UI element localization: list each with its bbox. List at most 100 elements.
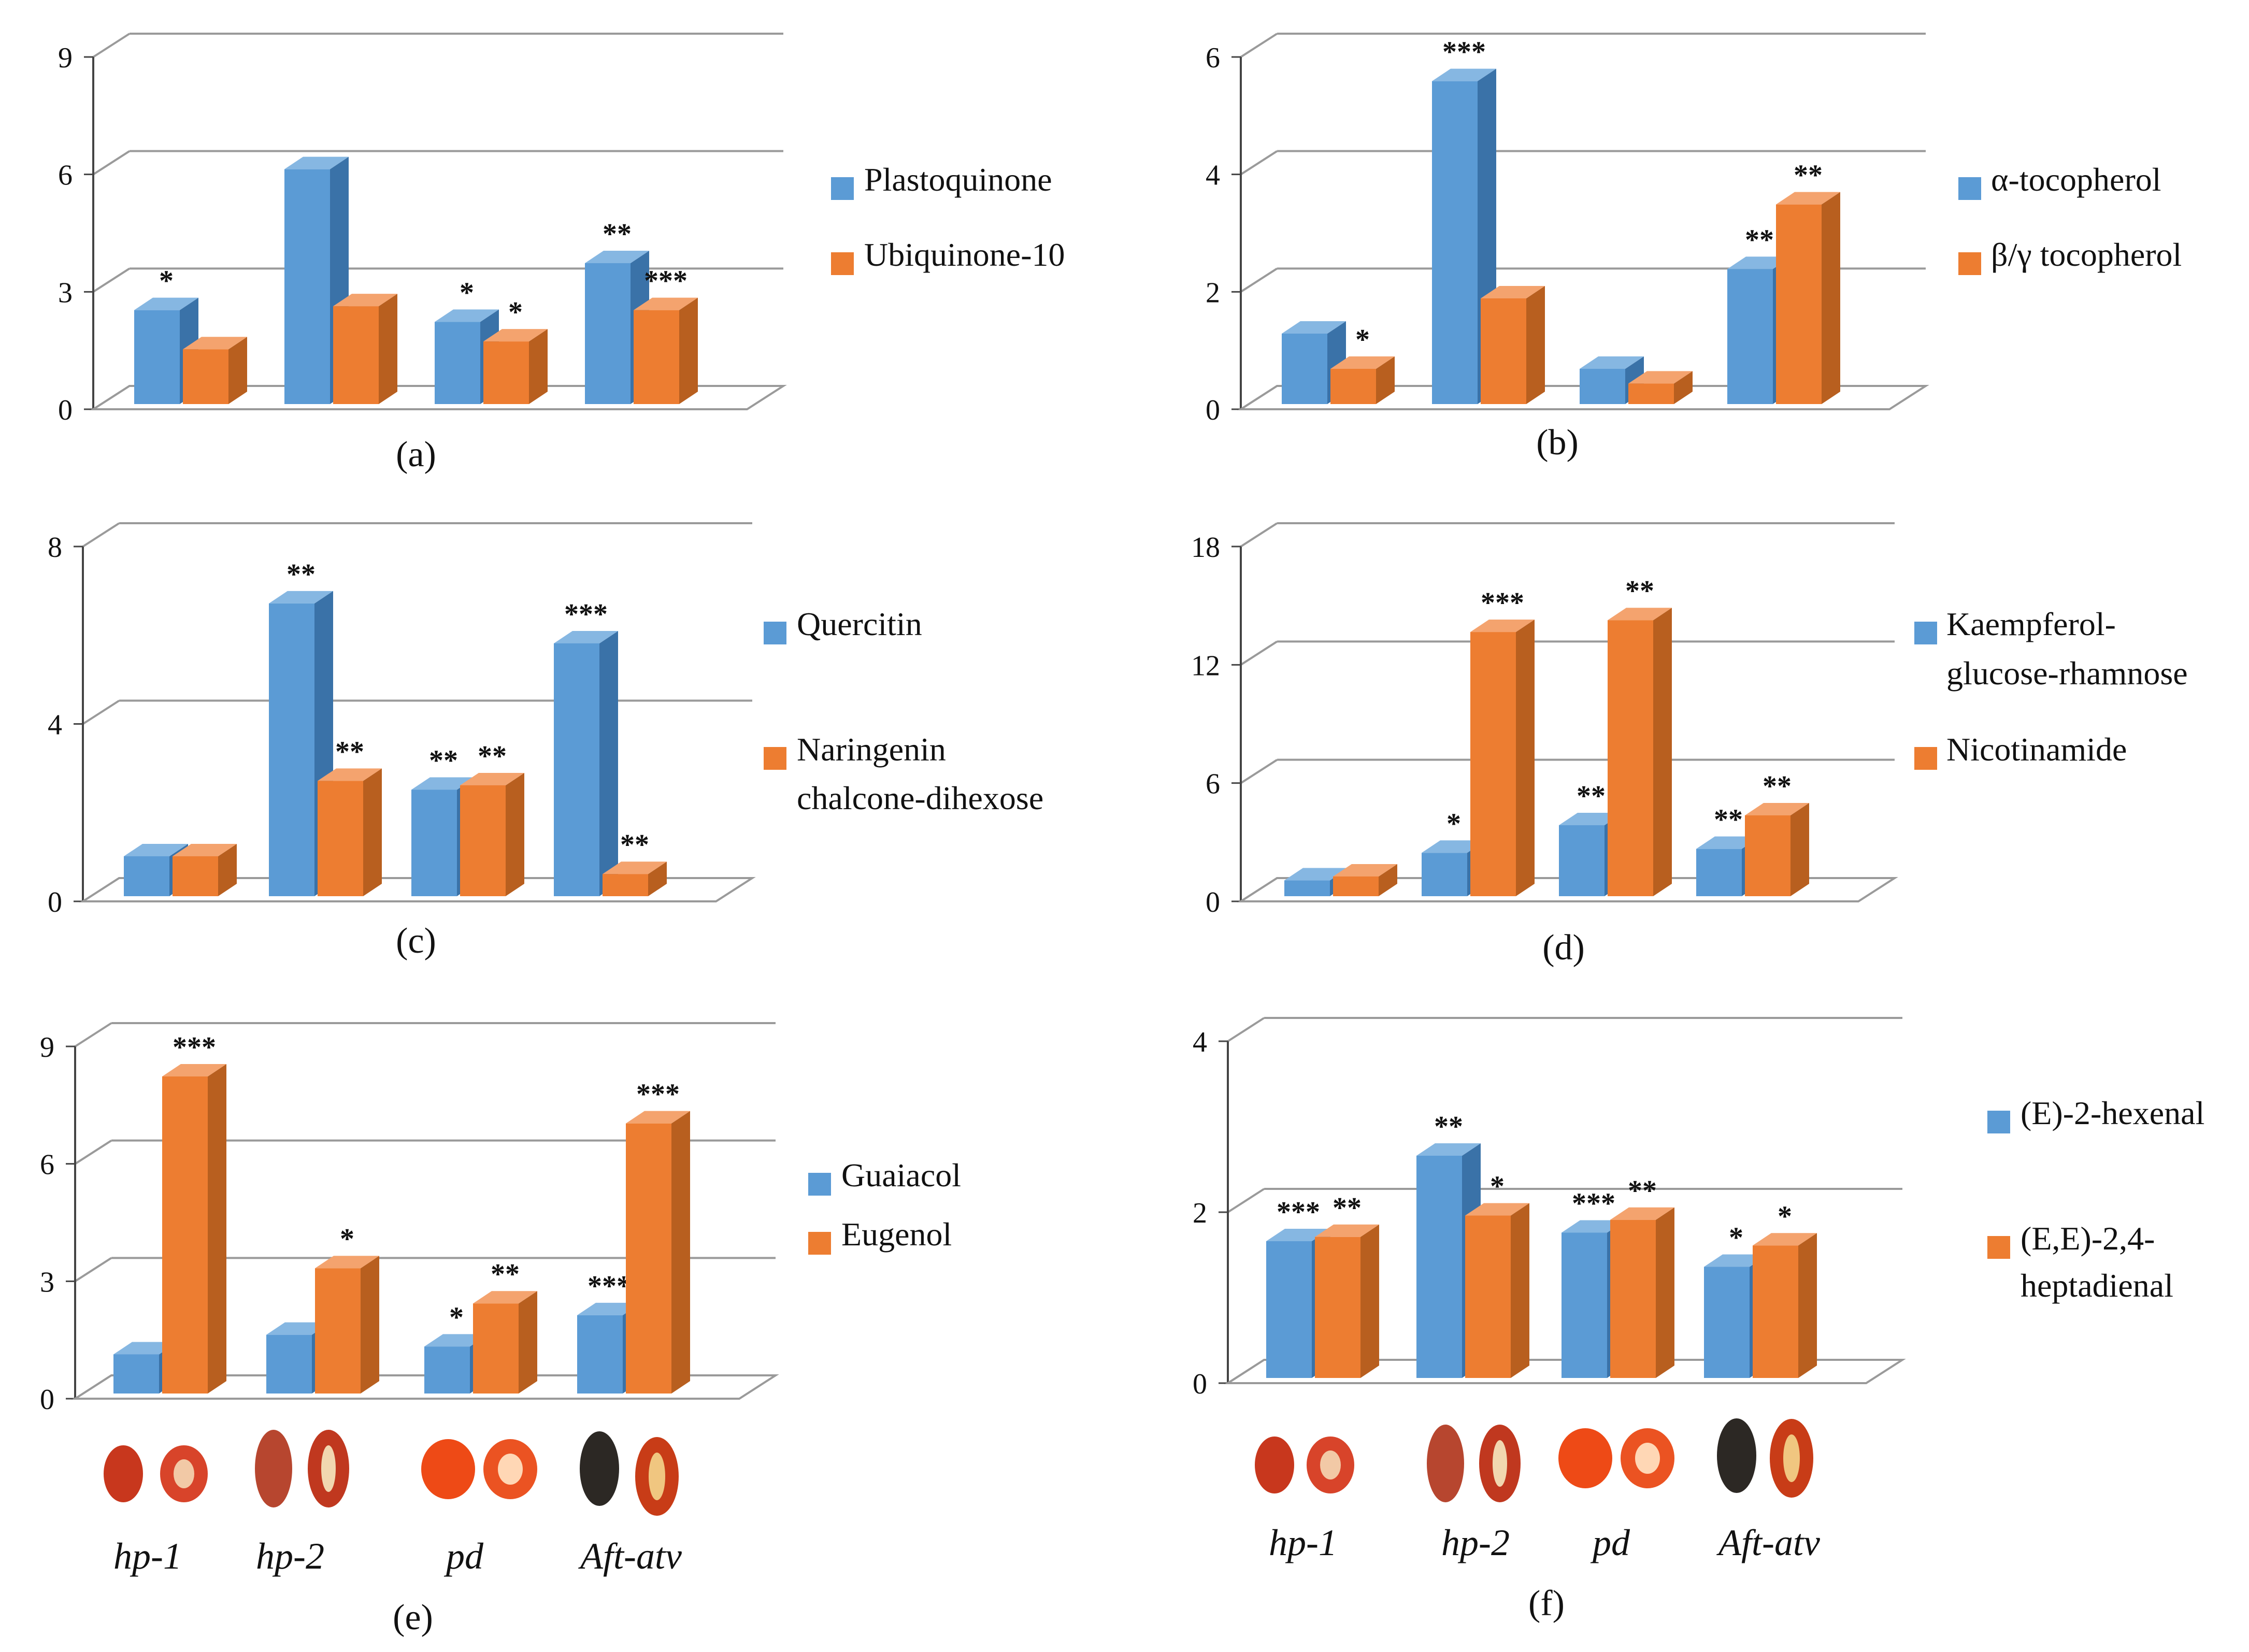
bar-top [424,1334,489,1347]
ytick-f-2: 4 [1193,1026,1207,1058]
bar-face [269,603,314,896]
bar-face [435,322,480,404]
bar-face [1727,269,1773,404]
significance-f-1-3: * [1778,1200,1792,1232]
bar-top [1416,1143,1481,1156]
panel-c: 048**** ** ******* [48,522,786,918]
legend-d-2: Nicotinamide [1946,731,2127,768]
significance-e-1-0: *** [173,1031,216,1064]
bar-face [603,874,648,896]
bar-top [1330,356,1395,369]
bar-top [173,843,237,856]
bar-face [124,856,169,896]
bar-face [1315,1237,1360,1378]
bar-top [284,156,349,169]
bar-b-s2-hp-2 [1481,286,1545,404]
bar-side [671,1111,690,1394]
legend-swatch-d-1 [1914,622,1937,644]
bar-side [363,768,382,896]
bar-side [648,861,667,896]
significance-f-0-0: *** [1277,1196,1320,1228]
ytick-b-2: 4 [1206,160,1220,192]
bar-side [361,1256,379,1394]
fruit-f-hp2-whole [1427,1425,1464,1502]
bar-face [577,1315,623,1394]
bar-top [585,251,649,263]
bar-f-s2-hp-1 [1315,1224,1379,1378]
bar-top [1284,868,1349,881]
bar-face [411,789,457,896]
significance-c-1-3: ** [620,829,649,861]
bar-face [134,310,180,404]
legend-f-2a: (E,E)-2,4- [2021,1220,2155,1257]
bar-top [435,309,499,322]
legend-a-2: Ubiquinone-10 [864,236,1065,273]
ytick-d-2: 12 [1191,650,1220,682]
bar-face [333,306,379,404]
bar-d-s2-hp-2 [1470,620,1535,896]
bar-top [577,1302,641,1315]
bar-face [315,1268,361,1394]
bar-top [1562,1220,1626,1233]
bar-top [1333,864,1397,877]
significance-a-0-3: ** [603,218,632,250]
ytick-f-1: 2 [1193,1197,1207,1229]
bar-top [1422,840,1486,853]
bar-face [1745,815,1790,896]
bar-f-s2-hp-2 [1465,1203,1529,1378]
bar-top [315,1256,379,1269]
significance-d-1-2: ** [1625,575,1654,607]
bar-face [424,1346,470,1394]
bar-face [473,1303,519,1394]
bar-face [162,1076,208,1394]
significance-a-0-0: * [159,265,174,297]
fruit-hp2-whole [255,1430,292,1507]
legend-f-1: (E)-2-hexenal [2021,1095,2204,1131]
bar-face [1753,1245,1798,1378]
significance-a-0-2: * [460,277,474,309]
bar-face [318,781,363,896]
bar-face [1422,853,1467,896]
bar-top [333,294,397,307]
bar-top [134,297,198,310]
bar-face [1608,620,1653,896]
bar-top [1470,620,1535,633]
ytick-d-1: 6 [1206,768,1220,800]
bar-side [208,1064,226,1394]
bar-face [1282,334,1327,404]
bar-side [1674,371,1693,404]
bar-face [1704,1267,1750,1378]
ytick-c-0: 0 [48,886,62,918]
bar-face [483,341,529,404]
panel-label-c: (c) [396,921,436,961]
bar-face [284,169,330,404]
bar-face [1416,1156,1462,1378]
grid-diag-e-2 [74,1139,112,1165]
ytick-b-1: 2 [1206,277,1220,309]
legend-swatch-a-1 [831,177,854,200]
bar-top [1776,192,1840,205]
bar-top [1745,802,1809,815]
fruit-f-aftatv-whole [1717,1418,1756,1493]
bar-side [218,843,237,896]
bar-top [1727,256,1792,269]
significance-d-0-2: ** [1577,780,1606,812]
fruit-f-hp1-whole [1255,1436,1294,1493]
panel-f: 024*** ******** **** [1193,1017,2010,1400]
ytick-d-0: 0 [1206,886,1220,918]
ytick-e-2: 6 [40,1149,54,1181]
bar-face [585,263,631,404]
category-f-hp2: hp-2 [1441,1522,1510,1563]
bar-face [113,1354,159,1394]
bar-d-s2-Aft-atv [1745,802,1809,896]
bar-top [1559,813,1623,825]
significance-c-0-3: *** [564,598,608,630]
significance-e-0-3: *** [588,1270,631,1302]
bar-face [1562,1232,1607,1378]
bar-a-s2-Aft-atv [634,297,698,404]
bar-top [603,861,667,874]
grid-diag-b-1 [1240,267,1278,293]
category-e-hp2: hp-2 [256,1535,324,1577]
legend-c-2a: Naringenin [797,731,946,768]
